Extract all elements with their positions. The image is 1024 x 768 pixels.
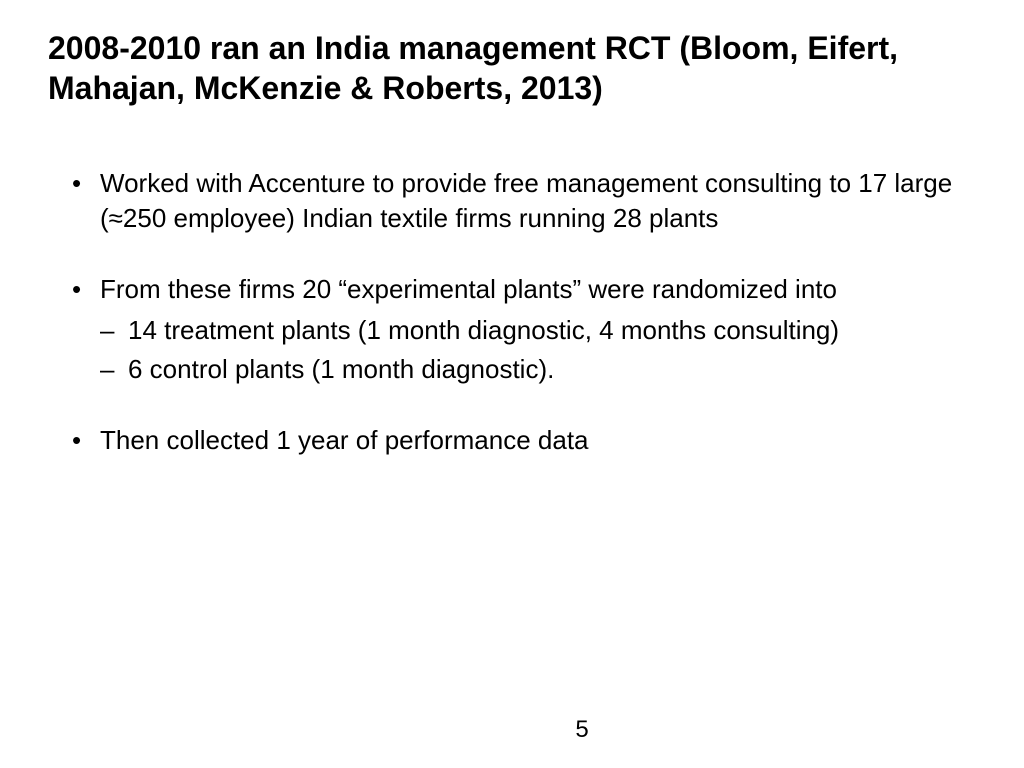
sub-bullet-text: 6 control plants (1 month diagnostic). [128,354,554,384]
bullet-item: From these firms 20 “experimental plants… [72,272,976,387]
sub-bullet-item: 6 control plants (1 month diagnostic). [100,352,976,387]
bullet-item: Worked with Accenture to provide free ma… [72,166,976,236]
slide-body: Worked with Accenture to provide free ma… [48,166,976,459]
slide-container: 2008-2010 ran an India management RCT (B… [0,0,1024,459]
bullet-text: From these firms 20 “experimental plants… [100,274,837,304]
sub-bullet-text: 14 treatment plants (1 month diagnostic,… [128,315,839,345]
bullet-text: Then collected 1 year of performance dat… [100,425,589,455]
bullet-item: Then collected 1 year of performance dat… [72,423,976,458]
bullet-list: Worked with Accenture to provide free ma… [72,166,976,459]
page-number: 5 [140,716,1024,744]
sub-bullet-item: 14 treatment plants (1 month diagnostic,… [100,313,976,348]
bullet-text: Worked with Accenture to provide free ma… [100,168,952,233]
sub-bullet-list: 14 treatment plants (1 month diagnostic,… [100,313,976,387]
slide-title: 2008-2010 ran an India management RCT (B… [48,28,976,108]
